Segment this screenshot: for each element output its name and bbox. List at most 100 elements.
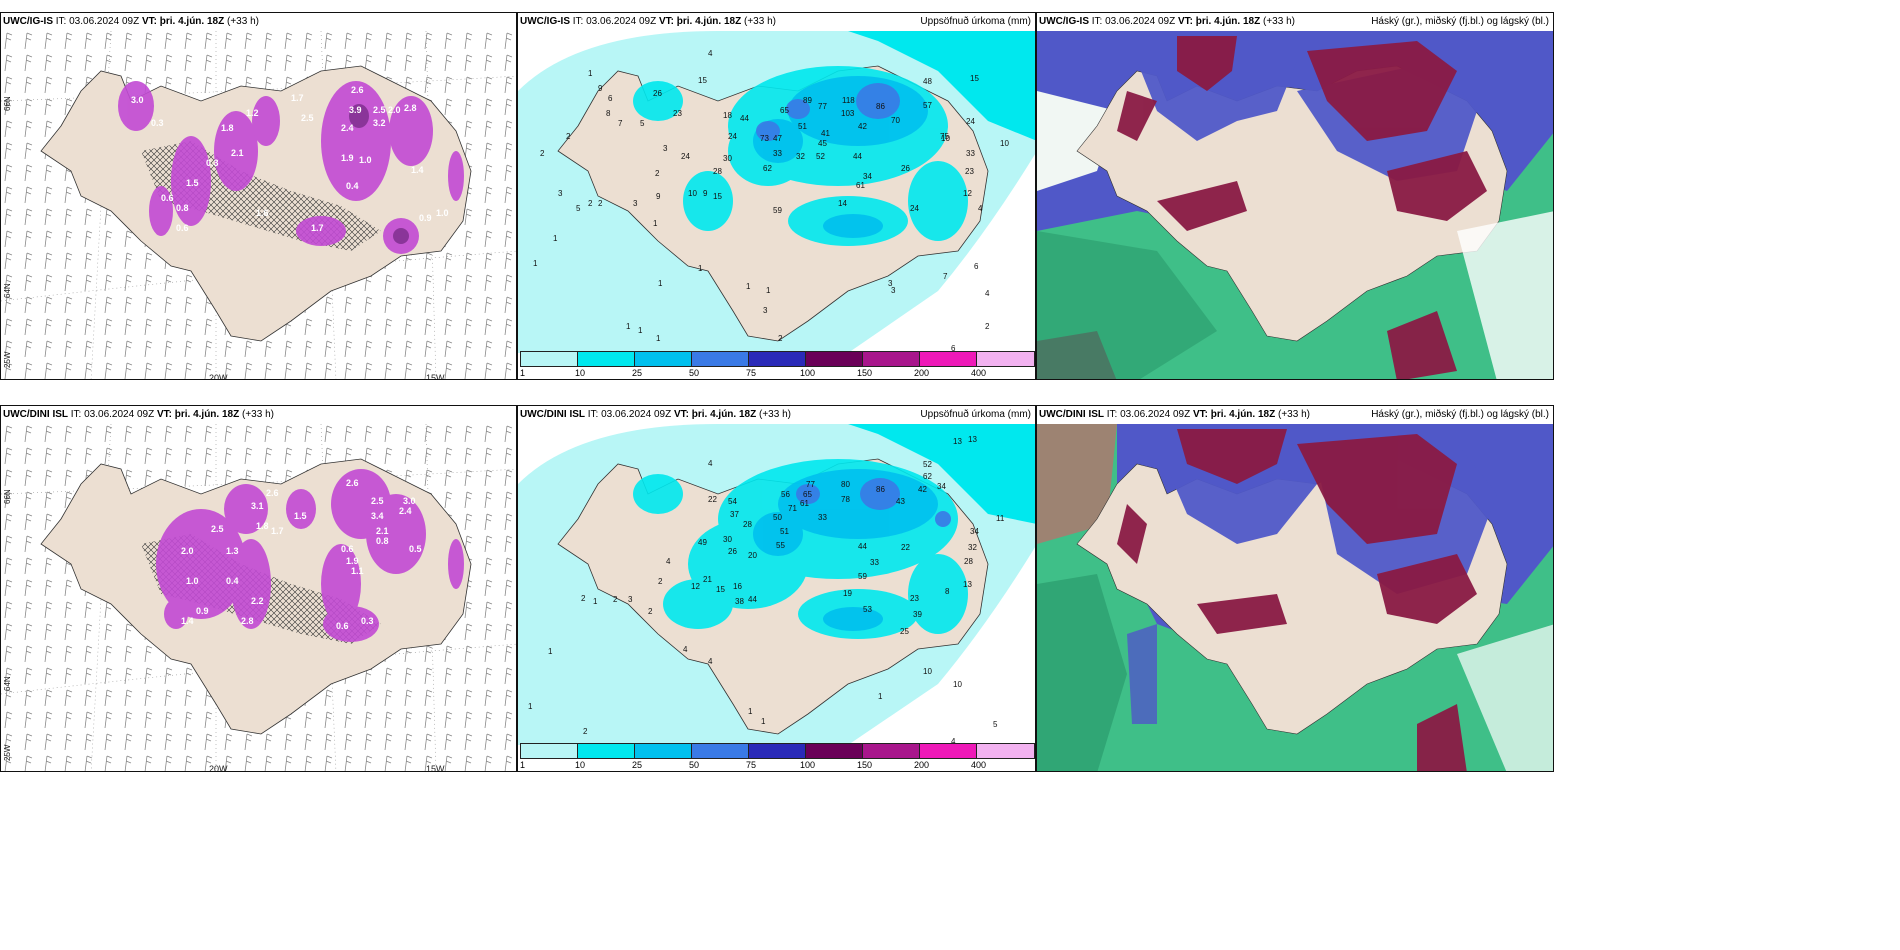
svg-text:28: 28	[964, 557, 973, 566]
svg-text:0.5: 0.5	[409, 544, 422, 554]
svg-text:56: 56	[781, 490, 790, 499]
svg-text:0.4: 0.4	[346, 181, 359, 191]
cbar-seg-1	[520, 743, 578, 759]
cbar-label: 150	[857, 760, 873, 770]
panel-right-title: Uppsöfnuð úrkoma (mm)	[920, 409, 1031, 420]
cbar-seg-3	[634, 351, 692, 367]
cbar-label: 100	[800, 368, 816, 378]
svg-text:15: 15	[713, 192, 722, 201]
svg-text:44: 44	[853, 152, 862, 161]
svg-text:34: 34	[937, 482, 946, 491]
svg-text:24: 24	[681, 152, 690, 161]
svg-text:19: 19	[843, 589, 852, 598]
svg-text:1: 1	[656, 334, 661, 343]
svg-text:1.9: 1.9	[341, 153, 354, 163]
snow-values-top: 2.6 3.9 2.5 3.2 2.0 2.4 2.8 1.9 1.0 1.4 …	[131, 85, 449, 233]
svg-text:49: 49	[698, 538, 707, 547]
svg-text:3.4: 3.4	[371, 511, 384, 521]
svg-text:1: 1	[528, 702, 533, 711]
svg-text:1: 1	[746, 282, 751, 291]
svg-text:53: 53	[863, 605, 872, 614]
svg-text:12: 12	[691, 582, 700, 591]
svg-text:3.2: 3.2	[373, 118, 386, 128]
svg-text:2.5: 2.5	[373, 105, 386, 115]
cbar-seg-6	[805, 351, 863, 367]
panel-right-title: Háský (gr.), miðský (fj.bl.) og lágský (…	[1371, 16, 1549, 27]
svg-text:1: 1	[588, 69, 593, 78]
svg-text:26: 26	[653, 89, 662, 98]
svg-text:15: 15	[698, 76, 707, 85]
cbar-seg-4	[691, 351, 749, 367]
lat-label-64n: 64N	[3, 283, 12, 298]
wind-snow-map: 2.6 3.1 2.5 3.4 2.4 3.0 2.1 1.9 0.8 0.5 …	[1, 424, 516, 771]
svg-text:1.9: 1.9	[346, 556, 359, 566]
wind-snow-panel-bottom: UWC/DINI ISL IT: 03.06.2024 09Z VT: þri.…	[0, 405, 517, 772]
cloud-panel-bottom: UWC/DINI ISL IT: 03.06.2024 09Z VT: þri.…	[1036, 405, 1554, 772]
cbar-seg-9	[976, 351, 1035, 367]
cbar-label: 1	[520, 760, 526, 770]
svg-text:1.5: 1.5	[186, 178, 199, 188]
cbar-label: 75	[746, 760, 757, 770]
svg-text:78: 78	[841, 495, 850, 504]
svg-text:1.6: 1.6	[256, 208, 269, 218]
cbar-seg-2	[577, 743, 635, 759]
cbar-seg-8	[919, 743, 977, 759]
svg-text:9: 9	[598, 84, 603, 93]
svg-text:15: 15	[716, 585, 725, 594]
svg-text:0.8: 0.8	[176, 203, 189, 213]
panel-right-title: Uppsöfnuð úrkoma (mm)	[920, 16, 1031, 27]
svg-text:59: 59	[858, 572, 867, 581]
svg-text:12: 12	[963, 189, 972, 198]
cloud-map	[1037, 424, 1553, 771]
svg-text:1: 1	[698, 264, 703, 273]
lat-label-64n: 64N	[3, 676, 12, 691]
svg-text:34: 34	[863, 172, 872, 181]
svg-text:3: 3	[891, 286, 896, 295]
svg-text:13: 13	[968, 435, 977, 444]
svg-text:4: 4	[683, 645, 688, 654]
cbar-seg-4	[691, 743, 749, 759]
svg-text:86: 86	[876, 102, 885, 111]
svg-text:0.6: 0.6	[341, 544, 354, 554]
svg-text:4: 4	[978, 204, 983, 213]
svg-text:18: 18	[723, 111, 732, 120]
svg-text:9: 9	[703, 189, 708, 198]
svg-text:2: 2	[778, 334, 783, 343]
svg-text:2: 2	[655, 169, 660, 178]
panel-right-title: Háský (gr.), miðský (fj.bl.) og lágský (…	[1371, 409, 1549, 420]
cbar-label: 200	[914, 368, 930, 378]
svg-text:1: 1	[626, 322, 631, 331]
cbar-label: 50	[689, 760, 700, 770]
lat-label-25w: 25W	[3, 744, 12, 761]
svg-text:55: 55	[776, 541, 785, 550]
svg-text:1: 1	[748, 707, 753, 716]
svg-text:7: 7	[618, 119, 623, 128]
svg-text:1.5: 1.5	[294, 511, 307, 521]
svg-text:10: 10	[1000, 139, 1009, 148]
svg-text:61: 61	[800, 499, 809, 508]
svg-text:15: 15	[970, 74, 979, 83]
svg-text:20: 20	[748, 551, 757, 560]
svg-text:14: 14	[838, 199, 847, 208]
svg-text:1.0: 1.0	[359, 155, 372, 165]
svg-text:2: 2	[588, 199, 593, 208]
cbar-label: 10	[575, 760, 586, 770]
cbar-label: 200	[914, 760, 930, 770]
cbar-seg-5	[748, 743, 806, 759]
svg-text:1: 1	[766, 286, 771, 295]
svg-text:2.4: 2.4	[341, 123, 354, 133]
wind-snow-map: 2.6 3.9 2.5 3.2 2.0 2.4 2.8 1.9 1.0 1.4 …	[1, 31, 516, 379]
svg-text:45: 45	[818, 139, 827, 148]
precip-panel-top: UWC/IG-IS IT: 03.06.2024 09Z VT: þri. 4.…	[517, 12, 1036, 380]
svg-text:3.9: 3.9	[349, 105, 362, 115]
svg-text:10: 10	[688, 189, 697, 198]
cbar-label: 150	[857, 368, 873, 378]
svg-text:3: 3	[633, 199, 638, 208]
svg-text:1: 1	[658, 279, 663, 288]
svg-text:0.3: 0.3	[361, 616, 374, 626]
svg-text:9: 9	[656, 192, 661, 201]
svg-text:73: 73	[760, 134, 769, 143]
svg-text:5: 5	[993, 720, 998, 729]
cbar-seg-6	[805, 743, 863, 759]
svg-text:4: 4	[666, 557, 671, 566]
